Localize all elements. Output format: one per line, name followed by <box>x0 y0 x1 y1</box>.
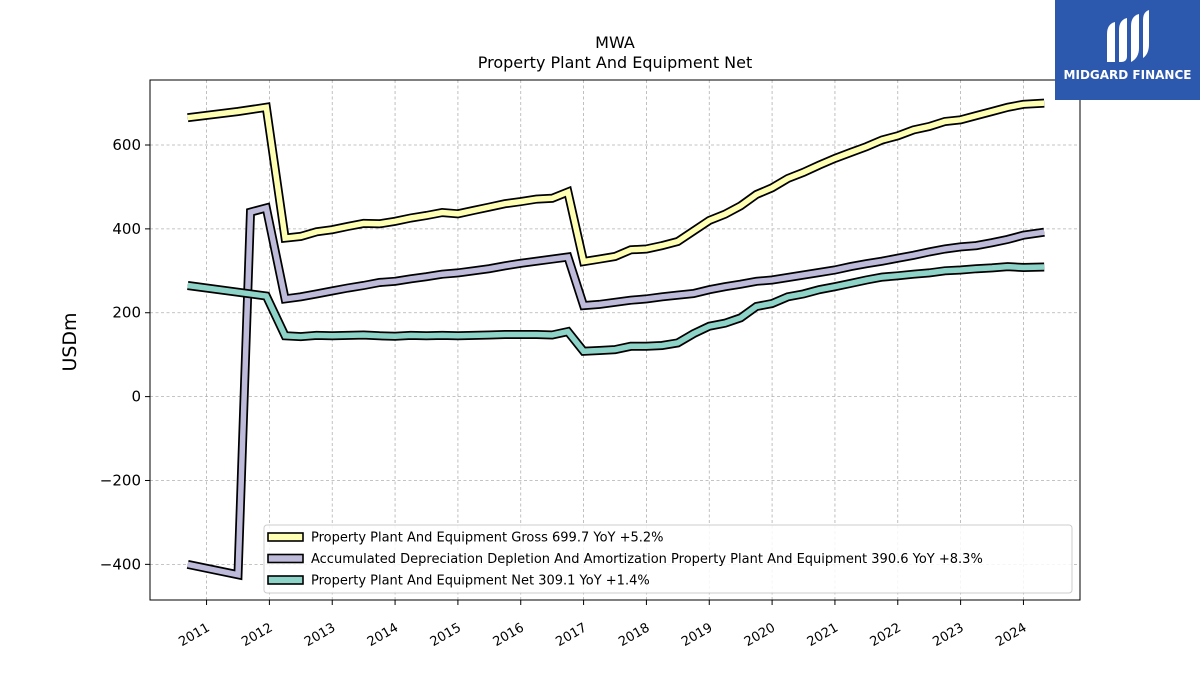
legend-swatch <box>267 575 304 585</box>
y-axis-label: USDm <box>59 312 81 371</box>
plot-area-frame <box>149 79 1081 601</box>
x-tick-label: 2019 <box>679 620 715 650</box>
series-line <box>187 204 1045 579</box>
legend-entry: Property Plant And Equipment Gross 699.7… <box>311 531 664 546</box>
series-0 <box>187 98 1045 267</box>
x-tick-label: 2023 <box>930 620 966 650</box>
x-tick-label: 2022 <box>868 620 904 650</box>
x-tick-label: 2011 <box>176 620 212 650</box>
y-axis-ticks: −400 −200 0 200 400 600 <box>100 136 150 573</box>
midgard-finance-logo-icon <box>1107 10 1149 62</box>
y-tick-label: 600 <box>112 136 141 154</box>
x-tick-label: 2017 <box>553 620 589 650</box>
y-tick-label: 0 <box>131 388 141 406</box>
legend-swatch <box>267 532 304 542</box>
y-tick-label: 200 <box>112 304 141 322</box>
x-axis-ticks: 2011 2012 2013 2014 2015 2016 2017 2018 2019 2020… <box>176 600 1029 650</box>
y-tick-label: 400 <box>112 220 141 238</box>
x-tick-label: 2014 <box>365 620 401 650</box>
chart-title: MWA <box>595 33 635 52</box>
series-2 <box>187 262 1045 356</box>
series-1 <box>186 202 1045 581</box>
x-tick-label: 2021 <box>805 620 841 650</box>
chart-subtitle: Property Plant And Equipment Net <box>478 53 753 72</box>
legend-entry: Property Plant And Equipment Net 309.1 Y… <box>311 574 650 589</box>
x-tick-label: 2012 <box>239 620 275 650</box>
x-tick-label: 2016 <box>491 620 527 650</box>
x-tick-label: 2024 <box>993 620 1029 650</box>
series-lines <box>186 98 1045 581</box>
series-line <box>187 263 1045 355</box>
midgard-finance-logo: MIDGARD FINANCE <box>1055 0 1200 100</box>
legend-box <box>263 524 1073 594</box>
logo-text: MIDGARD FINANCE <box>1063 68 1192 82</box>
series-line-outline <box>187 262 1045 356</box>
x-tick-label: 2015 <box>428 620 464 650</box>
legend-swatch <box>267 553 304 564</box>
y-tick-label: −200 <box>100 471 141 489</box>
series-line-outline <box>186 202 1045 581</box>
x-tick-label: 2018 <box>616 620 652 650</box>
series-line <box>187 100 1045 265</box>
x-tick-label: 2013 <box>302 620 338 650</box>
y-tick-label: −400 <box>100 555 141 573</box>
legend-entry: Accumulated Depreciation Depletion And A… <box>311 552 983 567</box>
x-tick-label: 2020 <box>742 620 778 650</box>
legend: Property Plant And Equipment Gross 699.7… <box>263 524 1073 594</box>
